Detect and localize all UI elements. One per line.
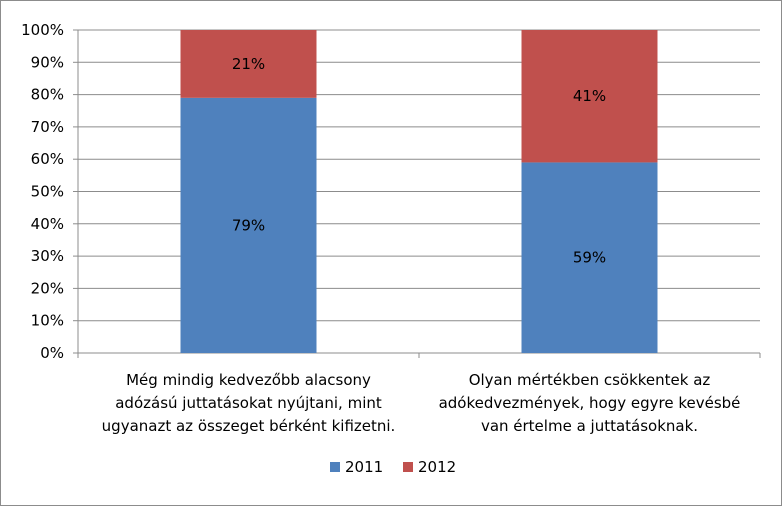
bar-segment-2011 — [180, 97, 317, 353]
data-label: 79% — [232, 216, 265, 234]
data-label: 41% — [573, 87, 606, 105]
y-tick-label: 30% — [31, 247, 64, 265]
x-category-label: van értelme a juttatásoknak. — [481, 417, 698, 435]
x-category-label: adózású juttatásokat nyújtani, mint — [115, 394, 382, 412]
x-axis-categories: Még mindig kedvezőbb alacsony adózású jut… — [102, 371, 741, 435]
legend-label: 2011 — [345, 458, 383, 476]
legend-swatch-2012 — [403, 462, 413, 472]
bars — [180, 30, 658, 353]
y-tick-label: 70% — [31, 118, 64, 136]
gridlines — [78, 29, 760, 354]
y-tick-label: 0% — [40, 344, 64, 362]
y-tick-label: 10% — [31, 312, 64, 330]
x-category-label: adókedvezmények, hogy egyre kevésbé — [439, 394, 741, 412]
legend-label: 2012 — [418, 458, 456, 476]
y-tick-label: 40% — [31, 215, 64, 233]
data-labels: 79% 21% 59% 41% — [232, 55, 606, 267]
x-category-label: Még mindig kedvezőbb alacsony — [126, 371, 371, 389]
y-tick-label: 60% — [31, 150, 64, 168]
data-label: 59% — [573, 249, 606, 267]
bar-segment-2011 — [521, 162, 658, 353]
y-tick-label: 20% — [31, 279, 64, 297]
x-category-label: Olyan mértékben csökkentek az — [469, 371, 711, 389]
y-axis: 0% 10% 20% 30% 40% 50% 60% 70% 80% 90% 100% — [21, 21, 761, 362]
y-tick-label: 50% — [31, 183, 64, 201]
legend-swatch-2011 — [330, 462, 340, 472]
x-category-label: ugyanazt az összeget bérként kifizetni. — [102, 417, 396, 435]
data-label: 21% — [232, 55, 265, 73]
y-tick-label: 80% — [31, 86, 64, 104]
y-tick-label: 90% — [31, 53, 64, 71]
y-tick-label: 100% — [21, 21, 64, 39]
bar-segment-2012 — [180, 30, 317, 98]
legend: 2011 2012 — [330, 458, 456, 476]
bar-segment-2012 — [521, 30, 658, 163]
